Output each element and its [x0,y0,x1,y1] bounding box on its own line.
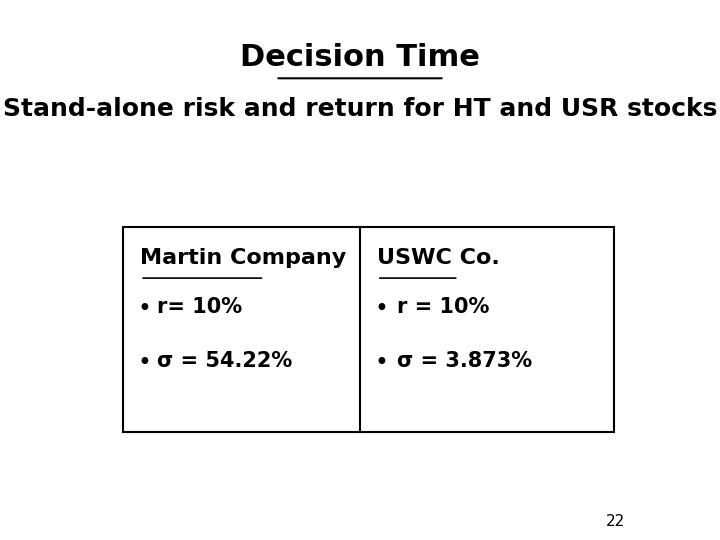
Text: •: • [374,351,388,375]
Bar [123,227,613,432]
Text: USWC Co.: USWC Co. [377,248,500,268]
Text: Stand-alone risk and return for HT and USR stocks: Stand-alone risk and return for HT and U… [3,97,717,121]
Text: •: • [374,297,388,321]
Text: Decision Time: Decision Time [240,43,480,72]
Text: σ = 3.873%: σ = 3.873% [397,351,532,371]
Text: Martin Company: Martin Company [140,248,346,268]
Text: r = 10%: r = 10% [397,297,489,317]
Text: 22: 22 [606,514,625,529]
Text: •: • [138,351,151,375]
Text: r= 10%: r= 10% [157,297,242,317]
Text: •: • [138,297,151,321]
Text: σ = 54.22%: σ = 54.22% [157,351,292,371]
